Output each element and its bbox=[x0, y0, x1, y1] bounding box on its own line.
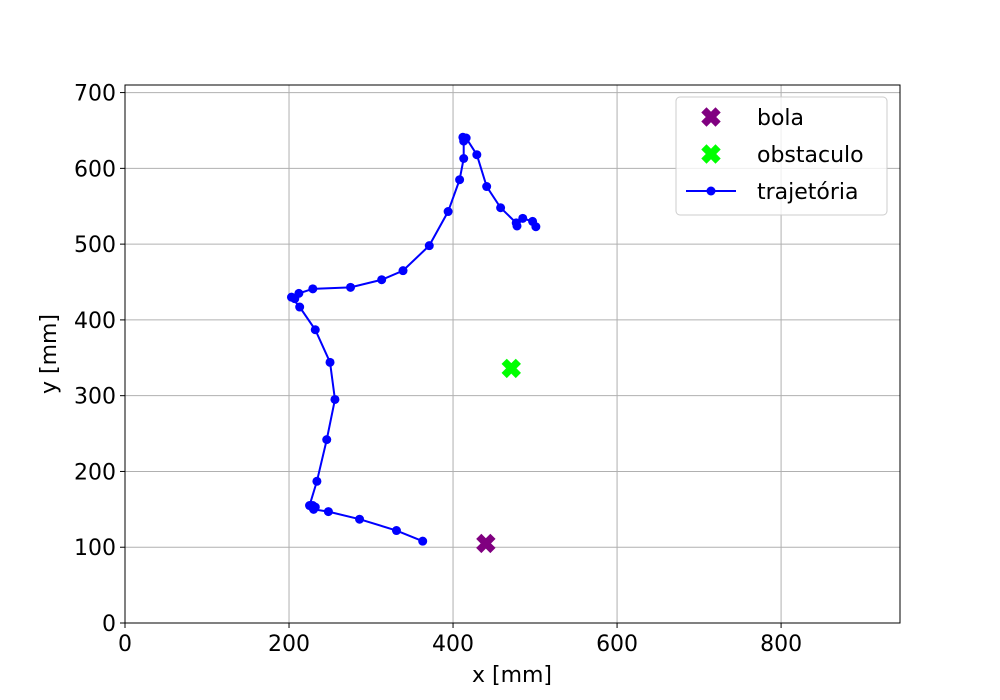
trajectory-point bbox=[308, 284, 318, 294]
x-tick-label: 800 bbox=[760, 632, 802, 657]
trajectory-point bbox=[512, 221, 522, 231]
trajectory-point bbox=[355, 514, 365, 524]
y-tick-label: 600 bbox=[74, 157, 116, 182]
y-tick-label: 100 bbox=[74, 536, 116, 561]
grid bbox=[124, 85, 900, 624]
trajectory-point bbox=[461, 133, 471, 143]
y-tick-label: 300 bbox=[74, 385, 116, 410]
y-tick-label: 400 bbox=[74, 309, 116, 334]
series-layer bbox=[286, 132, 541, 554]
trajectory-point bbox=[472, 150, 482, 160]
trajectory-point bbox=[377, 275, 387, 285]
trajectory-point bbox=[455, 175, 465, 185]
trajectory-point bbox=[482, 182, 492, 192]
trajectory-point bbox=[496, 203, 506, 213]
x-axis-label: x [mm] bbox=[472, 663, 552, 688]
legend-marker-obstaculo bbox=[701, 144, 721, 164]
marker-bola bbox=[476, 533, 496, 554]
x-tick-label: 600 bbox=[596, 632, 638, 657]
x-tick-label: 0 bbox=[118, 632, 132, 657]
marker-obstaculo bbox=[501, 358, 521, 379]
trajectory-point bbox=[459, 154, 469, 164]
legend-label: obstaculo bbox=[757, 143, 864, 168]
trajectory-point bbox=[322, 435, 332, 445]
trajectory-point bbox=[330, 394, 340, 404]
trajectory-point bbox=[295, 302, 305, 312]
trajectory-point bbox=[323, 507, 333, 517]
legend: bola obstaculo trajetória bbox=[675, 96, 888, 216]
x-tick-label: 200 bbox=[268, 632, 310, 657]
legend-label: trajetória bbox=[757, 180, 859, 205]
legend-marker-bola bbox=[701, 107, 721, 127]
ticks: 0 200 400 600 800 0 100 200 300 400 500 600 700 bbox=[74, 82, 802, 657]
y-tick-label: 700 bbox=[74, 82, 116, 107]
trajectory-point bbox=[518, 213, 528, 223]
legend-box bbox=[675, 96, 888, 216]
y-tick-label: 200 bbox=[74, 460, 116, 485]
y-axis-label: y [mm] bbox=[37, 314, 62, 394]
trajectory-point bbox=[443, 207, 453, 217]
trajectory-point bbox=[398, 266, 408, 276]
y-tick-label: 500 bbox=[74, 233, 116, 258]
x-tick-label: 400 bbox=[432, 632, 474, 657]
trajectory-point bbox=[346, 282, 356, 292]
legend-point-trajetória bbox=[706, 186, 716, 196]
trajectory-point bbox=[305, 501, 315, 511]
legend-label: bola bbox=[757, 106, 804, 131]
y-tick-label: 0 bbox=[102, 612, 116, 637]
trajectory-point bbox=[424, 241, 434, 251]
trajectory-point bbox=[294, 288, 304, 298]
trajectory-point bbox=[325, 357, 335, 367]
trajectory-point bbox=[531, 222, 541, 232]
trajectory-point bbox=[391, 526, 401, 536]
trajectory-point bbox=[310, 325, 320, 335]
trajectory-point bbox=[418, 536, 428, 546]
plot-frame bbox=[124, 84, 901, 624]
trajectory-point bbox=[312, 476, 322, 486]
